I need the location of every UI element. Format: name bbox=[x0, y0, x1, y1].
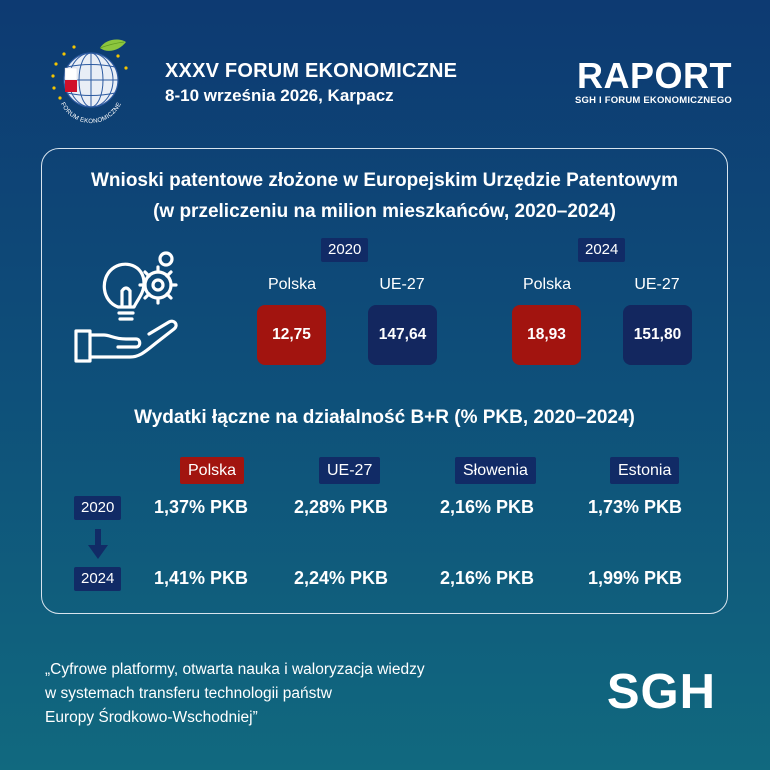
rd-country-polska: Polska bbox=[180, 457, 245, 484]
rd-value-polska-2024: 1,41% PKB bbox=[154, 568, 249, 588]
patents-year-2020: 2020 bbox=[321, 238, 369, 262]
patents-value-polska-2020: 12,75 bbox=[257, 305, 326, 365]
rd-value-estonia-2024: 1,99% PKB bbox=[588, 568, 683, 588]
rd-year-2024: 2024 bbox=[74, 567, 122, 591]
rd-country-ue27: UE-27 bbox=[319, 457, 381, 484]
forum-ekonomiczne-logo: FORUM EKONOMICZNE bbox=[51, 39, 128, 125]
patents-year-2024: 2024 bbox=[578, 238, 626, 262]
patents-label-polska-2024: Polska bbox=[522, 276, 572, 293]
rd-country-slowenia: Słowenia bbox=[455, 457, 536, 484]
patents-title-line1: Wnioski patentowe złożone w Europejskim … bbox=[91, 170, 678, 191]
raport-subtitle: SGH I FORUM EKONOMICZNEGO bbox=[575, 95, 732, 106]
quote-line-2: w systemach transferu technologii państw bbox=[45, 685, 332, 702]
rd-value-slowenia-2020: 2,16% PKB bbox=[440, 497, 535, 517]
raport-title: RAPORT bbox=[577, 55, 732, 96]
forum-title: XXXV FORUM EKONOMICZNE bbox=[165, 60, 458, 82]
patents-value-ue27-2020: 147,64 bbox=[368, 305, 437, 365]
rd-value-slowenia-2024: 2,16% PKB bbox=[440, 568, 535, 588]
infographic-panel bbox=[41, 148, 728, 614]
sgh-logo: SGH bbox=[606, 665, 716, 719]
rd-value-estonia-2020: 1,73% PKB bbox=[588, 497, 683, 517]
report-title-quote: „Cyfrowe platformy, otwarta nauka i walo… bbox=[45, 658, 425, 730]
forum-date: 8-10 września 2026, Karpacz bbox=[165, 86, 394, 105]
patents-label-ue27-2024: UE-27 bbox=[634, 276, 680, 293]
rd-country-estonia: Estonia bbox=[610, 457, 680, 484]
rd-year-2020: 2020 bbox=[74, 496, 122, 520]
rd-title: Wydatki łączne na działalność B+R (% PKB… bbox=[134, 407, 635, 428]
rd-value-ue27-2024: 2,24% PKB bbox=[294, 568, 389, 588]
innovation-lightbulb-gears-hand-icon bbox=[74, 251, 178, 363]
quote-line-3: Europy Środkowo-Wschodniej” bbox=[45, 709, 258, 726]
rd-value-ue27-2020: 2,28% PKB bbox=[294, 497, 389, 517]
rd-value-polska-2020: 1,37% PKB bbox=[154, 497, 249, 517]
arrow-down-icon bbox=[88, 529, 108, 559]
patents-label-ue27-2020: UE-27 bbox=[379, 276, 425, 293]
patents-value-ue27-2024: 151,80 bbox=[623, 305, 692, 365]
quote-line-1: „Cyfrowe platformy, otwarta nauka i walo… bbox=[45, 661, 425, 678]
patents-title-line2: (w przeliczeniu na milion mieszkańców, 2… bbox=[153, 201, 616, 222]
patents-value-polska-2024: 18,93 bbox=[512, 305, 581, 365]
patents-label-polska-2020: Polska bbox=[267, 276, 317, 293]
